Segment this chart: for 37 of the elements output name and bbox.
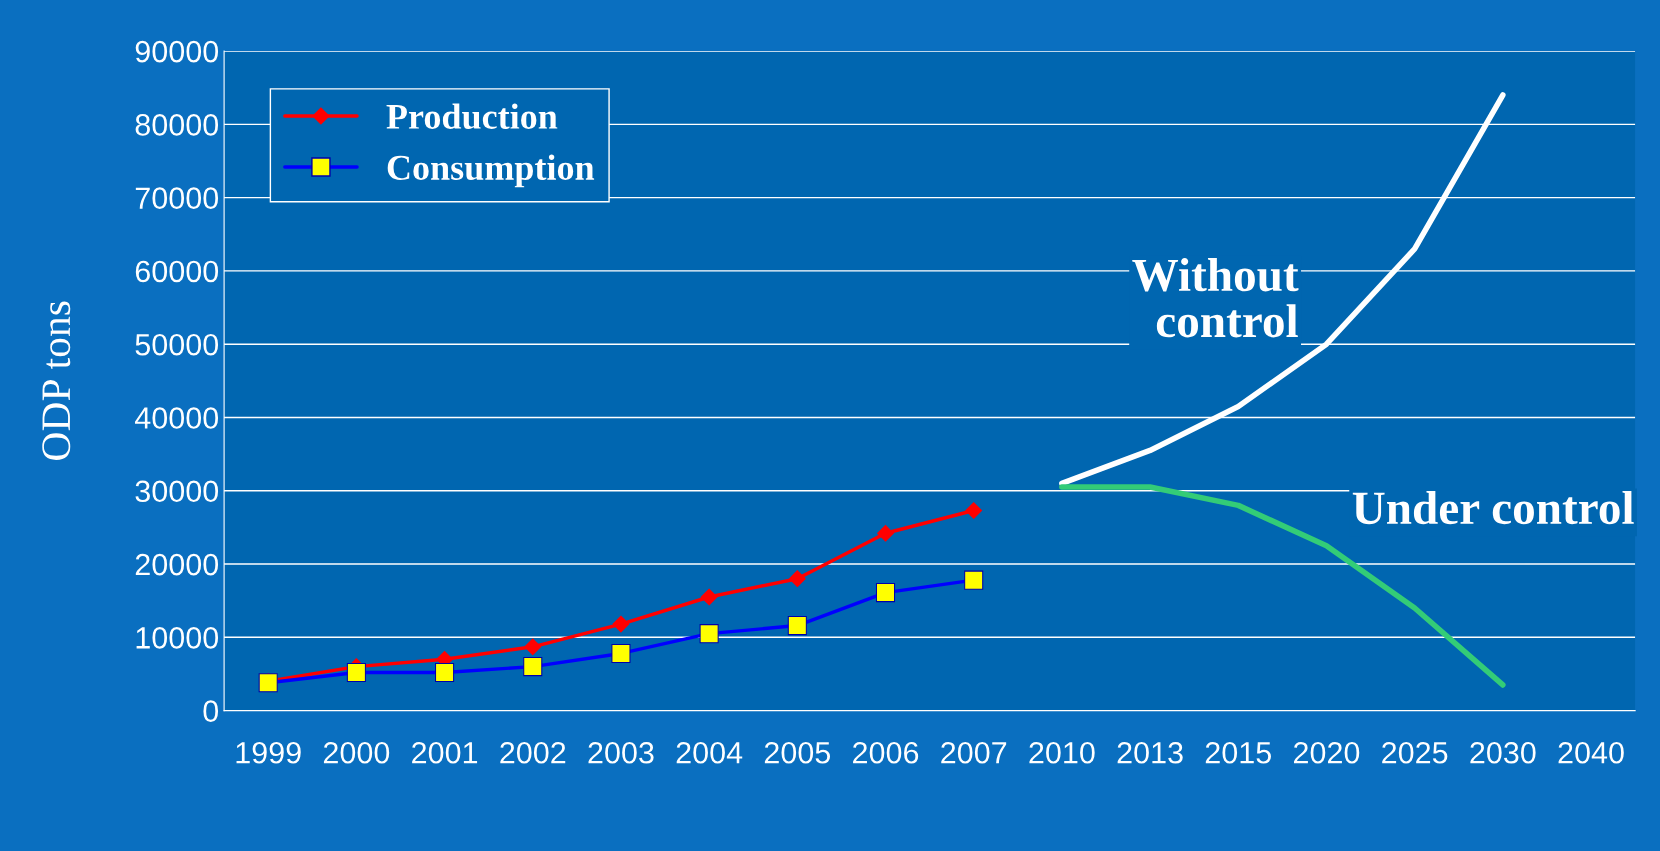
x-tick-label: 2030 bbox=[1470, 741, 1536, 764]
x-tick-label: 2040 bbox=[1558, 741, 1624, 764]
x-tick-label: 2007 bbox=[941, 741, 1007, 764]
point bbox=[612, 615, 630, 633]
y-tick-label: 70000 bbox=[135, 187, 219, 209]
y-tick-label: 50000 bbox=[135, 333, 219, 356]
x-tick-label: 2006 bbox=[853, 741, 919, 764]
y-tick-label: 20000 bbox=[135, 553, 219, 576]
y-tick-label: 90000 bbox=[135, 40, 219, 63]
x-tick-label: 2010 bbox=[1029, 741, 1095, 764]
y-tick-label: 0 bbox=[203, 700, 219, 722]
x-tick-label: 2020 bbox=[1294, 741, 1360, 764]
point bbox=[524, 638, 542, 656]
point bbox=[700, 588, 718, 606]
x-tick-label: 2005 bbox=[764, 741, 831, 764]
x-tick-label: 2002 bbox=[500, 741, 566, 764]
x-tick-label: 2001 bbox=[412, 741, 478, 764]
x-tick-label: 2025 bbox=[1382, 741, 1448, 764]
point bbox=[788, 570, 806, 588]
y-tick-label: 40000 bbox=[134, 407, 219, 429]
y-axis-title: ODP tons bbox=[42, 301, 71, 460]
x-tick-label: 2003 bbox=[588, 741, 654, 764]
x-tick-label: 2013 bbox=[1117, 741, 1183, 764]
x-tick-label: 2015 bbox=[1205, 741, 1271, 764]
x-tick-label: 1999 bbox=[236, 741, 301, 764]
y-tick-label: 10000 bbox=[136, 627, 219, 649]
point bbox=[965, 502, 983, 519]
legend-label: Consumption bbox=[387, 154, 595, 188]
legend-label: Production bbox=[386, 103, 558, 130]
x-tick-label: 2000 bbox=[323, 741, 390, 764]
point bbox=[877, 524, 894, 542]
y-tick-label: 30000 bbox=[135, 480, 219, 503]
series-label: Under control bbox=[1352, 490, 1634, 525]
y-tick-label: 60000 bbox=[135, 260, 219, 283]
x-tick-label: 2004 bbox=[676, 741, 743, 764]
series-label: Without control bbox=[1132, 258, 1299, 338]
y-tick-label: 80000 bbox=[135, 114, 219, 136]
